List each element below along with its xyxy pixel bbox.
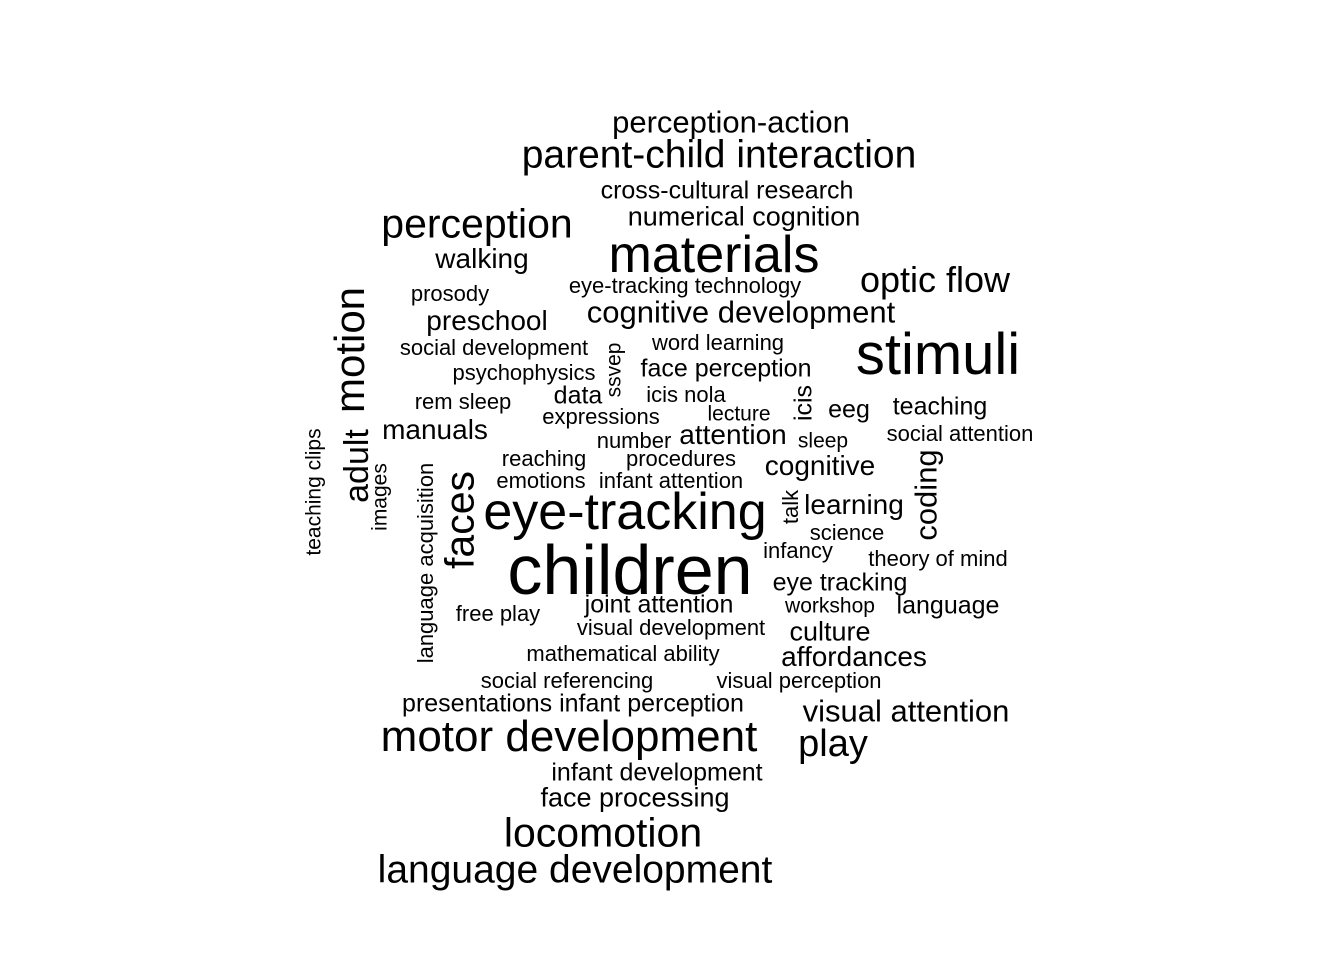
- word-learning: learning: [804, 489, 904, 520]
- word-language: language: [896, 591, 1000, 620]
- word-faces: faces: [436, 471, 483, 569]
- word-culture: culture: [789, 616, 871, 647]
- word-prosody: prosody: [410, 281, 490, 306]
- word-teaching: teaching: [892, 392, 988, 421]
- word-motor-development: motor development: [380, 712, 758, 761]
- word-coding: coding: [908, 449, 944, 541]
- word-talk: talk: [778, 489, 803, 525]
- word-manuals: manuals: [382, 414, 488, 445]
- word-science: science: [809, 520, 885, 545]
- word-infant-attention: infant attention: [598, 468, 744, 493]
- word-images: images: [368, 463, 392, 531]
- word-perception: perception: [381, 200, 573, 247]
- word-language-acquisition: language acquisition: [413, 462, 438, 664]
- word-eye-tracking-technology: eye-tracking technology: [568, 273, 802, 298]
- word-eeg: eeg: [828, 395, 870, 424]
- word-infant-development: infant development: [551, 758, 763, 787]
- word-ssvep: ssvep: [602, 342, 626, 398]
- word-cross-cultural-research: cross-cultural research: [600, 176, 854, 205]
- word-language-development: language development: [377, 848, 773, 892]
- word-numerical-cognition: numerical cognition: [627, 201, 861, 232]
- word-lecture: lecture: [707, 402, 771, 426]
- word-cognitive: cognitive: [764, 450, 876, 481]
- word-walking: walking: [435, 243, 529, 274]
- word-emotions: emotions: [496, 468, 586, 493]
- word-visual-attention: visual attention: [802, 693, 1010, 729]
- word-social-referencing: social referencing: [480, 668, 654, 693]
- word-sleep: sleep: [797, 429, 849, 453]
- word-optic-flow: optic flow: [859, 259, 1011, 300]
- word-affordances: affordances: [781, 641, 927, 672]
- word-joint-attention: joint attention: [584, 590, 734, 619]
- word-parent-child-interaction: parent-child interaction: [521, 133, 917, 177]
- word-icis-nola: icis nola: [646, 382, 726, 407]
- word-eye-tracking: eye-tracking: [483, 483, 767, 541]
- word-eye-tracking-2: eye tracking: [772, 568, 908, 597]
- word-infancy: infancy: [763, 538, 833, 563]
- word-children: children: [507, 531, 753, 609]
- word-reaching: reaching: [501, 446, 587, 471]
- word-preschool: preschool: [426, 305, 548, 336]
- word-attention: attention: [679, 419, 787, 450]
- word-presentations-infant-perception: presentations infant perception: [402, 689, 744, 718]
- word-free-play: free play: [455, 601, 541, 626]
- word-workshop: workshop: [785, 594, 875, 618]
- word-teaching-clips: teaching clips: [302, 428, 326, 556]
- word-rem-sleep: rem sleep: [414, 389, 512, 414]
- word-expressions: expressions: [542, 404, 660, 429]
- word-materials: materials: [608, 226, 820, 284]
- word-icis: icis: [789, 384, 818, 422]
- word-social-attention: social attention: [886, 421, 1034, 446]
- word-psychophysics: psychophysics: [452, 360, 596, 385]
- word-theory-of-mind: theory of mind: [868, 546, 1008, 571]
- word-word-learning: word learning: [651, 330, 785, 355]
- word-cognitive-development: cognitive development: [586, 294, 896, 330]
- word-play: play: [798, 723, 868, 765]
- word-visual-development: visual development: [576, 615, 766, 640]
- word-social-development: social development: [399, 335, 589, 360]
- word-face-perception: face perception: [640, 354, 812, 383]
- word-procedures: procedures: [625, 446, 737, 471]
- word-motion: motion: [326, 286, 373, 414]
- word-perception-action: perception-action: [612, 104, 850, 140]
- word-mathematical-ability: mathematical ability: [526, 641, 720, 666]
- word-data: data: [553, 381, 603, 410]
- word-face-processing: face processing: [540, 782, 730, 813]
- word-locomotion: locomotion: [503, 809, 703, 856]
- word-number: number: [596, 428, 672, 453]
- word-visual-perception: visual perception: [716, 668, 882, 693]
- word-stimuli: stimuli: [855, 322, 1021, 387]
